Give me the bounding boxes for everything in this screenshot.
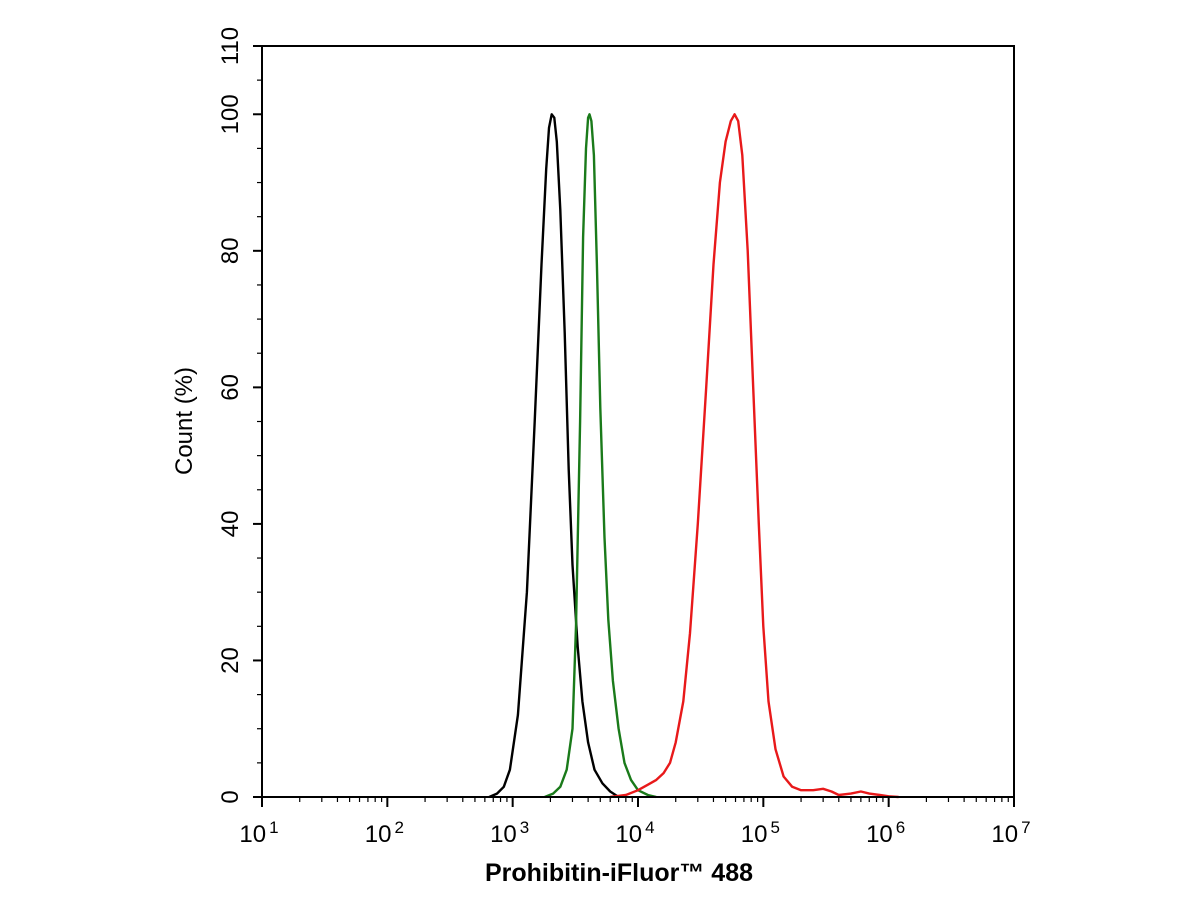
x-tick-label: 10 5 xyxy=(741,818,780,848)
x-axis-title: Prohibitin-iFluor™ 488 xyxy=(485,859,753,887)
x-tick-label: 10 4 xyxy=(615,818,654,848)
y-tick-label: 20 xyxy=(217,647,244,674)
y-tick-label: 40 xyxy=(217,511,244,538)
histogram-curve-3 xyxy=(610,113,899,799)
x-tick-label: 10 3 xyxy=(490,818,529,848)
y-axis: 0 20 40 60 80 100 110 xyxy=(217,27,262,804)
histogram-curve-2 xyxy=(544,113,657,799)
y-tick-label: 100 xyxy=(217,94,244,134)
y-axis-title: Count (%) xyxy=(171,367,198,475)
y-tick-label: 110 xyxy=(217,27,244,65)
x-axis: 10 1 10 2 10 3 10 4 10 5 10 6 10 7 xyxy=(239,797,1031,848)
series-layer xyxy=(488,113,899,799)
x-tick-label: 10 6 xyxy=(866,818,905,848)
x-tick-label: 10 2 xyxy=(365,818,404,848)
x-tick-label: 10 7 xyxy=(991,818,1030,848)
y-tick-label: 80 xyxy=(217,237,244,264)
y-tick-label: 0 xyxy=(217,790,244,803)
x-tick-label: 10 1 xyxy=(239,818,278,848)
histogram-curve-1 xyxy=(488,113,620,799)
y-tick-label: 60 xyxy=(217,374,244,401)
